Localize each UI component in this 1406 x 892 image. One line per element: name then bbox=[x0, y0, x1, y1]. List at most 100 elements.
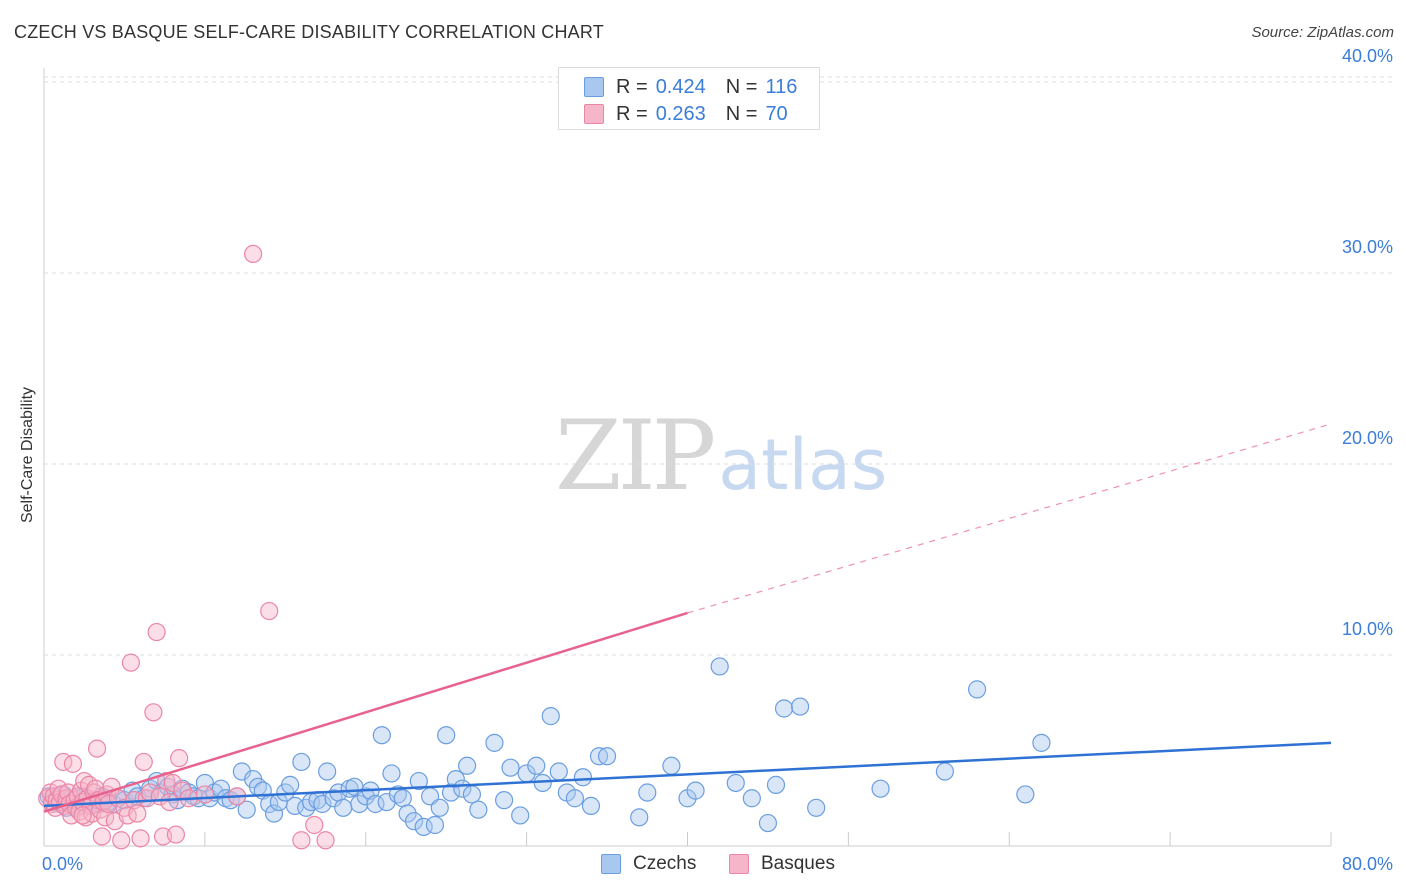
czech-point bbox=[393, 789, 412, 808]
legend-n-value-basques: 70 bbox=[765, 102, 788, 125]
czech-point bbox=[441, 783, 461, 802]
czech-trend-line bbox=[43, 741, 1332, 808]
bottom-legend-czechs[interactable]: Czechs bbox=[601, 851, 696, 877]
czech-point bbox=[766, 775, 786, 794]
basque-point bbox=[166, 825, 186, 844]
czech-point bbox=[686, 781, 705, 800]
basque-point bbox=[87, 739, 107, 758]
czech-point bbox=[313, 794, 332, 814]
basque-point bbox=[92, 827, 112, 846]
y-tick-label: 20.0% bbox=[1342, 428, 1393, 448]
czech-point bbox=[318, 762, 337, 781]
czech-point bbox=[638, 783, 657, 802]
y-tick-label: 40.0% bbox=[1342, 46, 1393, 66]
basque-point bbox=[195, 785, 214, 804]
czech-point bbox=[324, 789, 343, 808]
czech-point bbox=[446, 770, 465, 789]
basque-point bbox=[147, 622, 166, 642]
czech-point bbox=[581, 796, 601, 815]
czech-point bbox=[565, 789, 584, 808]
watermark: ZIPatlas bbox=[555, 400, 887, 512]
czech-point bbox=[967, 680, 987, 699]
czech-point bbox=[1032, 733, 1051, 752]
czech-point bbox=[409, 771, 428, 791]
czech-point bbox=[774, 699, 794, 718]
watermark-atlas: atlas bbox=[718, 424, 888, 506]
legend-row-basques: R = 0.263 N = 70 bbox=[584, 101, 788, 127]
y-tick-label: 30.0% bbox=[1342, 237, 1393, 257]
basque-point bbox=[144, 703, 163, 722]
basque-point bbox=[316, 831, 335, 850]
basque-trend-extension bbox=[687, 423, 1332, 614]
czech-point bbox=[710, 657, 729, 676]
basque-point bbox=[170, 749, 189, 768]
bottom-legend-basques[interactable]: Basques bbox=[729, 851, 835, 877]
czech-point bbox=[511, 806, 530, 825]
czech-point bbox=[350, 794, 369, 814]
czech-point bbox=[541, 707, 560, 726]
y-tick-label: 10.0% bbox=[1342, 619, 1393, 639]
czech-point bbox=[871, 779, 890, 798]
czech-point bbox=[527, 756, 546, 775]
basque-trend-line bbox=[43, 611, 688, 813]
czech-point bbox=[437, 726, 456, 745]
basque-point bbox=[121, 653, 140, 672]
legend-swatch-czechs bbox=[584, 77, 604, 97]
watermark-zip: ZIP bbox=[555, 400, 716, 512]
czech-point bbox=[573, 768, 593, 787]
czech-point bbox=[485, 733, 504, 752]
legend-n-value-czechs: 116 bbox=[765, 75, 798, 98]
czech-point bbox=[469, 800, 488, 819]
czech-point bbox=[425, 815, 445, 835]
legend-r-label: R = bbox=[616, 75, 648, 98]
czech-point bbox=[237, 800, 256, 819]
bottom-legend-label-basques: Basques bbox=[761, 853, 835, 874]
czech-point bbox=[281, 775, 300, 794]
czech-point bbox=[1016, 785, 1035, 804]
czech-point bbox=[630, 808, 649, 827]
czech-point bbox=[382, 764, 401, 783]
czech-point bbox=[398, 804, 417, 823]
basque-point bbox=[260, 601, 279, 621]
basque-point bbox=[96, 808, 115, 827]
czech-point bbox=[141, 779, 160, 798]
czech-point bbox=[356, 787, 375, 806]
bottom-legend-swatch-basques bbox=[729, 854, 749, 874]
x-tick-label: 80.0% bbox=[1342, 854, 1393, 874]
basque-point bbox=[305, 815, 324, 835]
basque-point bbox=[73, 806, 92, 825]
legend-r-label: R = bbox=[616, 102, 648, 125]
czech-point bbox=[462, 785, 482, 804]
stats-legend: R = 0.424 N = 116 R = 0.263 N = 70 bbox=[558, 67, 820, 130]
basque-point bbox=[134, 752, 153, 772]
legend-n-label: N = bbox=[725, 75, 758, 98]
czech-point bbox=[935, 762, 955, 781]
czech-point bbox=[758, 813, 778, 833]
czech-point bbox=[292, 752, 311, 772]
basque-point bbox=[163, 773, 182, 793]
x-tick-label: 0.0% bbox=[42, 854, 83, 874]
czech-point bbox=[501, 758, 520, 777]
bottom-legend-swatch-czechs bbox=[601, 854, 621, 874]
czech-point bbox=[334, 798, 353, 817]
czech-point bbox=[807, 798, 826, 817]
legend-row-czechs: R = 0.424 N = 116 bbox=[584, 74, 797, 100]
basque-point bbox=[131, 829, 150, 848]
czech-point bbox=[726, 773, 745, 793]
legend-r-value-basques: 0.263 bbox=[655, 102, 706, 125]
basque-point bbox=[157, 771, 176, 791]
legend-n-label: N = bbox=[725, 102, 758, 125]
czech-point bbox=[366, 794, 385, 814]
czech-point bbox=[549, 762, 568, 781]
basque-point bbox=[112, 831, 131, 850]
czech-point bbox=[458, 756, 477, 775]
basque-point bbox=[86, 779, 105, 798]
czech-point bbox=[430, 798, 449, 817]
czech-point bbox=[597, 747, 617, 766]
bottom-legend-label-czechs: Czechs bbox=[633, 853, 697, 874]
chart-title: CZECH VS BASQUE SELF-CARE DISABILITY COR… bbox=[14, 22, 604, 42]
legend-swatch-basques bbox=[584, 104, 604, 124]
czech-point bbox=[372, 726, 391, 745]
basque-point bbox=[292, 831, 311, 850]
